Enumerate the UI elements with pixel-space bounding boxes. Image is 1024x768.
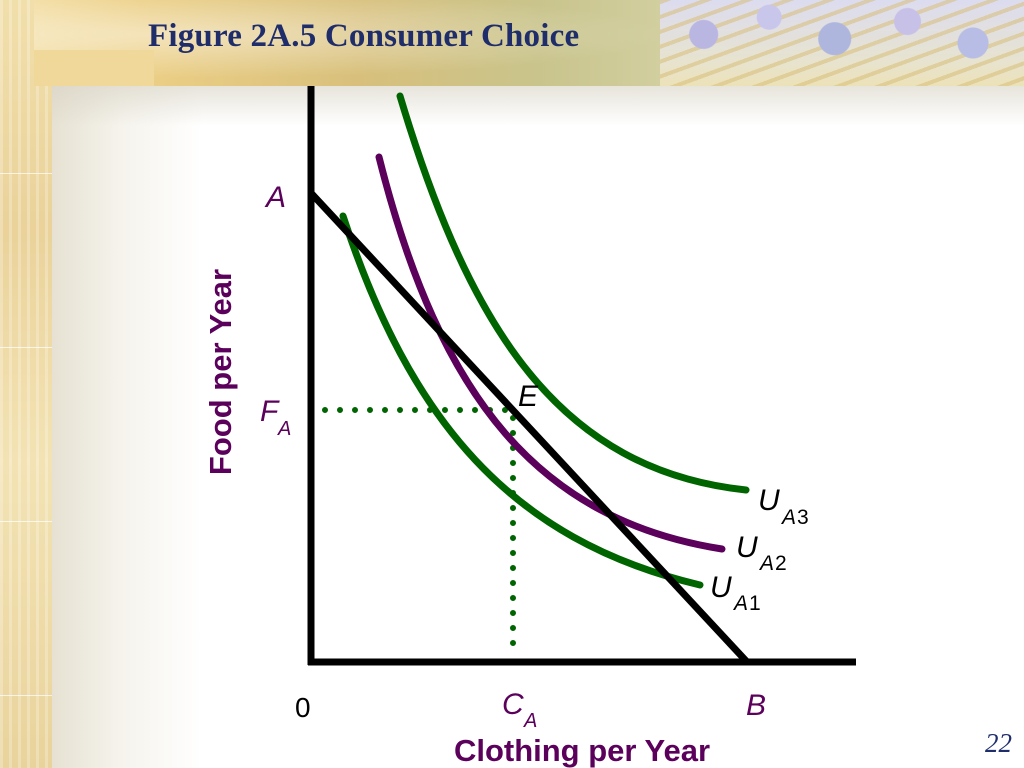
title-banner-tab [34, 50, 154, 86]
parchment-tile [0, 174, 52, 348]
curve-ua1-sub: A [732, 592, 748, 615]
indifference-curve-ua3 [396, 92, 750, 494]
point-b-label: B [746, 689, 766, 722]
curve-label-ua1: U A 1 [710, 571, 761, 615]
indifference-curve-ua2 [375, 153, 726, 553]
x-axis-label: Clothing per Year [454, 733, 710, 768]
curve-label-ua3: U A 3 [758, 484, 809, 529]
curve-ua1-base: U [710, 571, 732, 604]
curve-ua3-sub: A [780, 506, 796, 529]
parchment-tile [0, 522, 52, 696]
header-shadow [52, 86, 1024, 126]
food-quantity-sub: A [277, 418, 291, 440]
food-quantity-base: F [260, 395, 280, 428]
parchment-tile [0, 0, 52, 174]
curve-ua2-num: 2 [775, 552, 787, 575]
origin-label: 0 [295, 692, 311, 723]
curve-ua3-base: U [758, 484, 780, 517]
point-a-label: A [264, 181, 286, 214]
budget-line [308, 190, 751, 666]
point-e-label: E [518, 380, 539, 413]
page-number: 22 [985, 728, 1012, 758]
curve-label-ua2: U A 2 [736, 531, 787, 575]
title-banner [34, 0, 754, 86]
content-shadow [52, 86, 202, 768]
parchment-tile [0, 348, 52, 522]
food-quantity-label: F A [260, 395, 291, 440]
slide-title: Figure 2A.5 Consumer Choice [148, 18, 580, 54]
curve-ua2-base: U [736, 531, 758, 564]
parchment-strip [0, 0, 52, 768]
flower-decoration [660, 0, 1024, 86]
indifference-curve-ua1 [339, 212, 704, 589]
curve-ua3-num: 3 [797, 506, 809, 529]
curve-ua1-num: 1 [749, 592, 761, 615]
curve-ua2-sub: A [758, 552, 774, 575]
clothing-quantity-base: C [502, 688, 524, 721]
clothing-quantity-label: C A [502, 688, 537, 732]
y-axis-label: Food per Year [203, 269, 238, 475]
clothing-quantity-sub: A [523, 710, 537, 732]
